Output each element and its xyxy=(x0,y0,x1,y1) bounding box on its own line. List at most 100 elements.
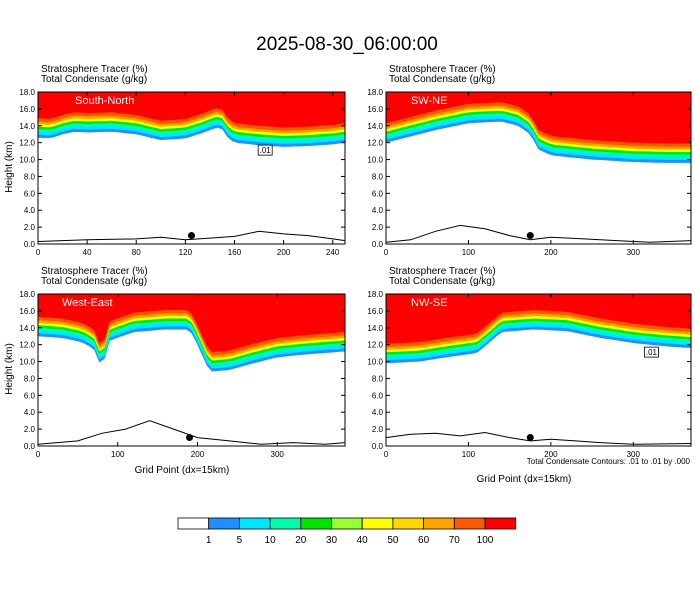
x-tick-label: 200 xyxy=(544,248,558,257)
y-tick-label: 2.0 xyxy=(372,425,384,434)
y-tick-label: 2.0 xyxy=(24,223,36,232)
y-tick-label: 12.0 xyxy=(367,139,383,148)
tracer-band-7 xyxy=(386,92,691,144)
y-tick-label: 16.0 xyxy=(367,105,383,114)
y-tick-label: 18.0 xyxy=(19,88,35,97)
colorbar-tick-label: 20 xyxy=(295,535,307,546)
terrain-line xyxy=(385,224,692,243)
colorbar-tick-label: 70 xyxy=(449,535,461,546)
colorbar-swatch xyxy=(177,517,210,530)
x-tick-label: 300 xyxy=(627,248,641,257)
y-tick-label: 18.0 xyxy=(367,290,383,299)
panel-subtitle-1: Stratosphere Tracer (%) xyxy=(389,64,496,75)
y-tick-label: 6.0 xyxy=(372,189,384,198)
y-tick-label: 4.0 xyxy=(24,206,36,215)
x-tick-label: 100 xyxy=(462,450,476,459)
y-tick-label: 4.0 xyxy=(372,206,384,215)
y-tick-label: 2.0 xyxy=(24,425,36,434)
x-tick-label: 0 xyxy=(36,248,41,257)
y-tick-label: 4.0 xyxy=(372,408,384,417)
tracer-band-7 xyxy=(38,294,345,353)
figure-title: 2025-08-30_06:00:00 xyxy=(256,34,438,55)
y-tick-label: 6.0 xyxy=(24,391,36,400)
colorbar-swatch xyxy=(484,517,517,530)
y-tick-label: 16.0 xyxy=(367,307,383,316)
contour-label-box xyxy=(644,346,659,358)
x-tick-label: 0 xyxy=(384,450,389,459)
y-tick-label: 6.0 xyxy=(372,391,384,400)
colorbar-tick-label: 40 xyxy=(357,535,369,546)
y-tick-label: 0.0 xyxy=(24,442,36,451)
x-tick-label: 100 xyxy=(111,450,125,459)
colorbar-tick-label: 50 xyxy=(387,535,399,546)
y-tick-label: 0.0 xyxy=(372,442,384,451)
y-tick-label: 12.0 xyxy=(19,139,35,148)
y-tick-label: 0.0 xyxy=(372,240,384,249)
colorbar-tick-label: 1 xyxy=(206,535,212,546)
y-tick-label: 4.0 xyxy=(24,408,36,417)
colorbar-tick-label: 10 xyxy=(265,535,277,546)
tracer-band-7 xyxy=(38,92,345,128)
contour-label: .01 xyxy=(260,146,272,155)
contour-label: .01 xyxy=(646,348,658,357)
panel-label: South-North xyxy=(75,95,134,107)
panel-label: SW-NE xyxy=(411,95,447,107)
colorbar-swatch xyxy=(238,517,271,530)
panel-subtitle-2: Total Condensate (g/kg) xyxy=(41,276,147,287)
panel-subtitle-1: Stratosphere Tracer (%) xyxy=(41,266,148,277)
colorbar-swatch xyxy=(208,517,240,530)
colorbar-swatch xyxy=(392,517,424,530)
y-tick-label: 18.0 xyxy=(367,88,383,97)
contour-footnote: Total Condensate Contours: .01 to .01 by… xyxy=(527,457,691,466)
x-tick-label: 160 xyxy=(228,248,242,257)
y-axis-label: Height (km) xyxy=(4,141,15,193)
panel-south-north: Stratosphere Tracer (%) Total Condensate… xyxy=(4,64,346,257)
colorbar-swatch xyxy=(331,517,363,530)
y-tick-label: 6.0 xyxy=(24,189,36,198)
y-tick-label: 14.0 xyxy=(367,324,383,333)
y-tick-label: 10.0 xyxy=(19,358,35,367)
panel-subtitle-2: Total Condensate (g/kg) xyxy=(41,74,147,85)
y-tick-label: 14.0 xyxy=(19,122,35,131)
x-tick-label: 40 xyxy=(83,248,92,257)
terrain-line xyxy=(37,230,346,242)
x-tick-label: 0 xyxy=(384,248,389,257)
colorbar-swatch xyxy=(269,517,302,530)
panel-nw-se: Stratosphere Tracer (%) Total Condensate… xyxy=(367,266,692,485)
panel-subtitle-2: Total Condensate (g/kg) xyxy=(389,74,495,85)
colorbar-swatch xyxy=(300,517,332,530)
y-tick-label: 14.0 xyxy=(19,324,35,333)
y-tick-label: 8.0 xyxy=(24,172,36,181)
location-marker xyxy=(188,232,195,240)
y-tick-label: 16.0 xyxy=(19,307,35,316)
plot-frame xyxy=(37,91,346,245)
x-axis-label: Grid Point (dx=15km) xyxy=(477,474,572,485)
colorbar-tick-label: 60 xyxy=(418,535,430,546)
y-tick-label: 18.0 xyxy=(19,290,35,299)
plot-area: 0.0 2.0 4.0 6.0 8.0 10.0 12.0 14.0 16.0 18.0 0 100 2… xyxy=(19,290,346,459)
y-tick-label: 10.0 xyxy=(367,156,383,165)
plot-frame xyxy=(385,293,692,447)
location-marker xyxy=(186,434,194,442)
y-tick-label: 2.0 xyxy=(372,223,384,232)
plot-frame xyxy=(385,91,692,245)
terrain-line xyxy=(37,420,346,445)
contour-label-box xyxy=(257,144,273,156)
panel-label: West-East xyxy=(62,297,113,309)
x-tick-label: 120 xyxy=(179,248,193,257)
panel-label: NW-SE xyxy=(411,297,447,309)
panel-sw-ne: Stratosphere Tracer (%) Total Condensate… xyxy=(367,64,692,257)
x-tick-label: 300 xyxy=(271,450,285,459)
y-tick-label: 8.0 xyxy=(24,374,36,383)
y-axis-label: Height (km) xyxy=(4,343,15,395)
colorbar-tick-label: 30 xyxy=(326,535,338,546)
colorbar-swatch xyxy=(361,517,394,530)
panel-subtitle-1: Stratosphere Tracer (%) xyxy=(389,266,496,277)
y-tick-label: 12.0 xyxy=(19,341,35,350)
x-tick-label: 240 xyxy=(326,248,340,257)
panel-subtitle-1: Stratosphere Tracer (%) xyxy=(41,64,148,75)
y-tick-label: 12.0 xyxy=(367,341,383,350)
y-tick-label: 10.0 xyxy=(19,156,35,165)
y-tick-label: 0.0 xyxy=(24,240,36,249)
